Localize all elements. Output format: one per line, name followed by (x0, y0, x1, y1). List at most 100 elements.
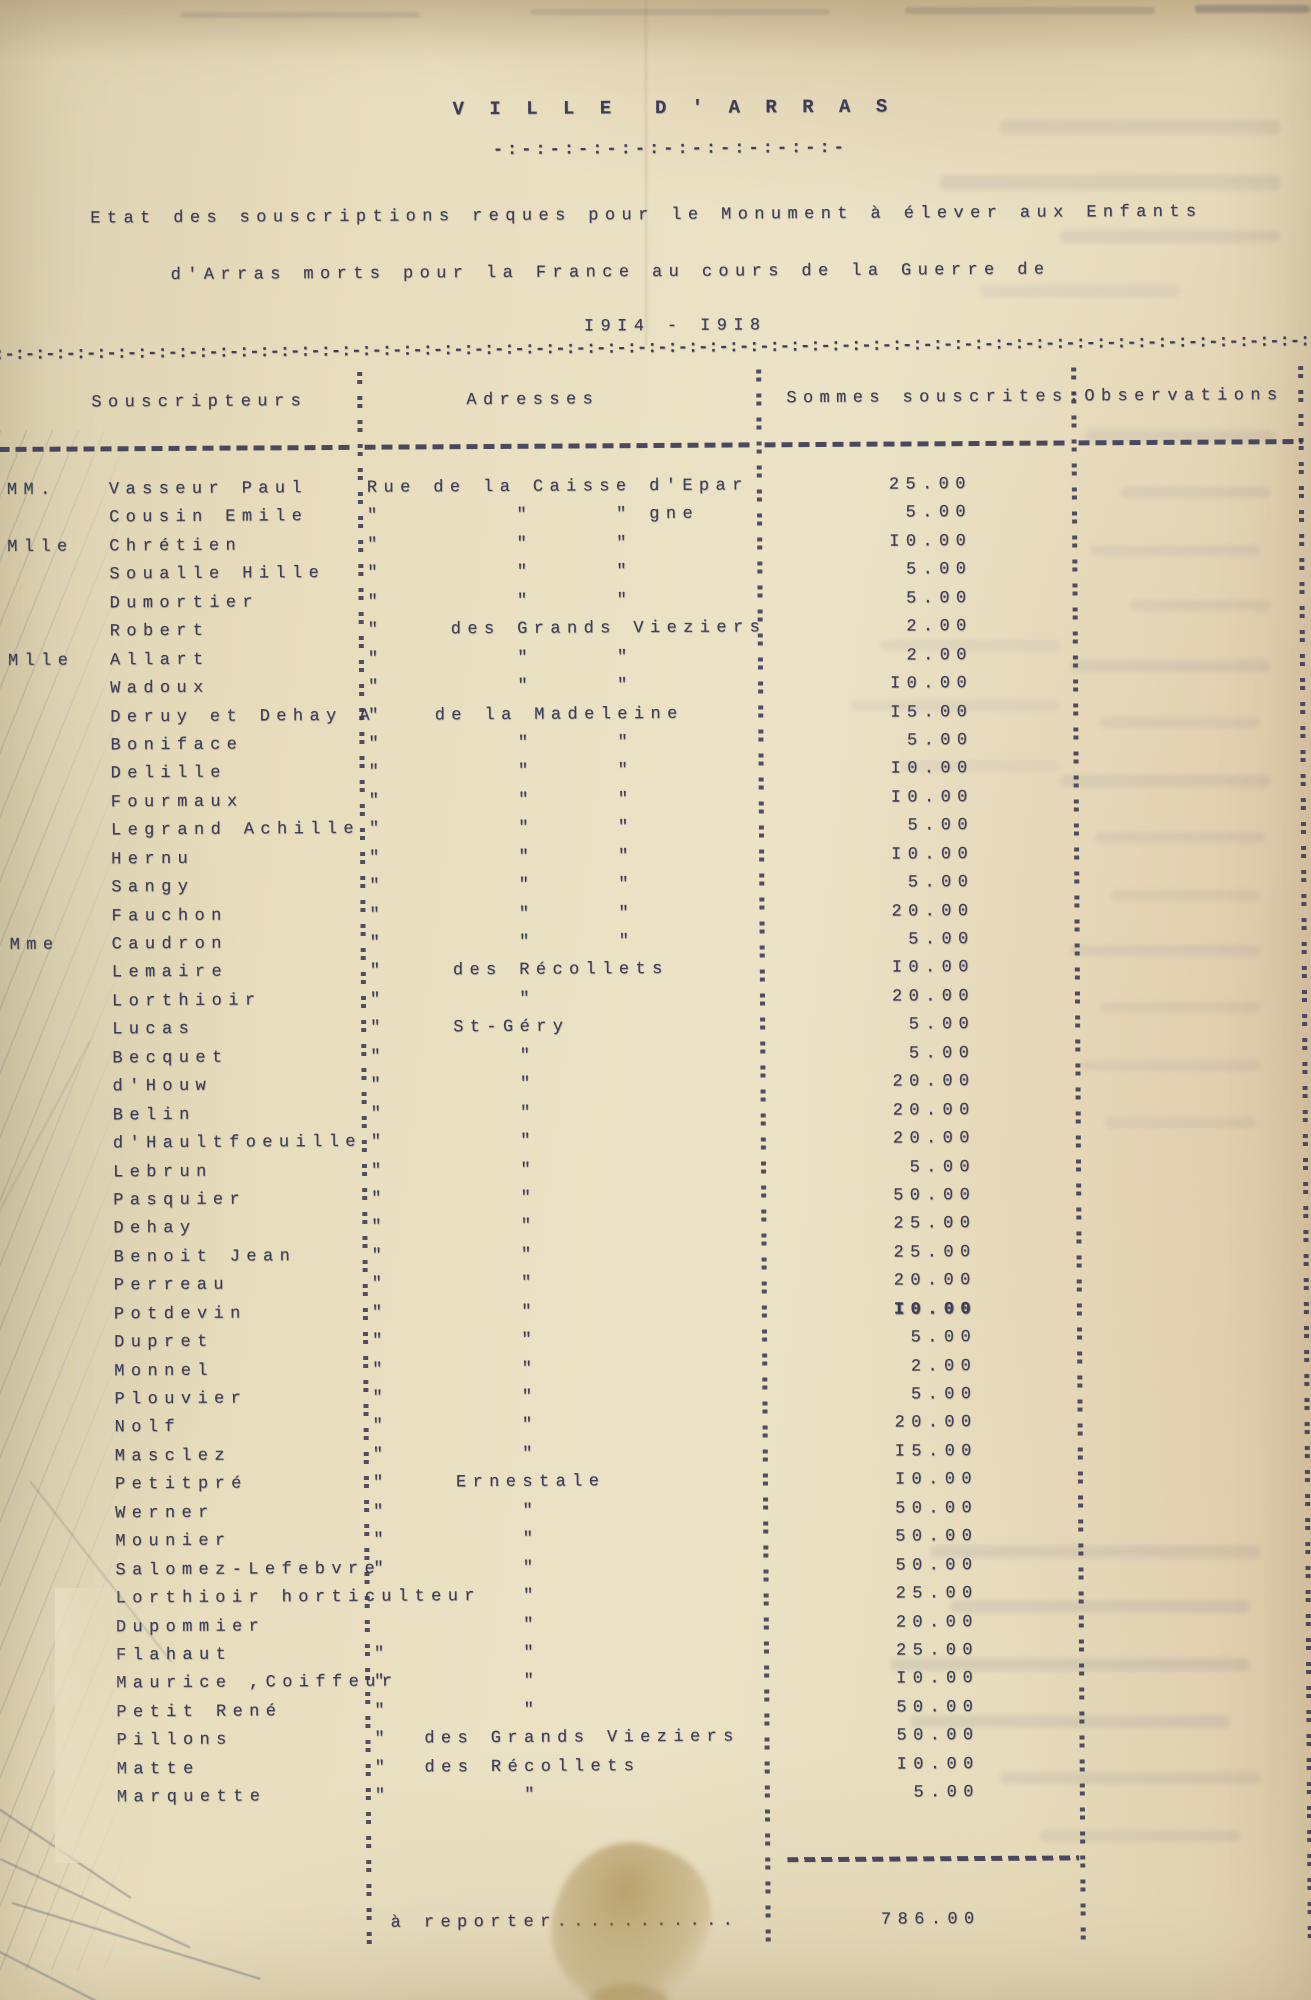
row-amount: 2.00 (906, 617, 973, 637)
row-name: Vasseur Paul (108, 479, 309, 500)
page-title: V I L L E D ' A R R A S (452, 95, 895, 121)
row-address: " " (371, 1188, 538, 1209)
row-amount: 5.00 (905, 560, 973, 580)
row-name: Marquette (116, 1787, 267, 1808)
row-name: Plouvier (114, 1389, 248, 1410)
row-amount: I0.00 (896, 1754, 980, 1775)
row-name: Petit René (116, 1702, 283, 1723)
bleedthrough-smudge (1040, 1830, 1240, 1842)
row-address: " " (372, 1444, 539, 1465)
bleedthrough-smudge (1070, 660, 1270, 672)
bleedthrough-smudge (1095, 832, 1265, 843)
row-amount: 5.00 (913, 1783, 980, 1803)
row-address: " " " (369, 875, 635, 896)
row-amount: 20.00 (893, 1271, 977, 1291)
row-amount: 5.00 (906, 588, 973, 609)
row-amount: 50.00 (896, 1726, 980, 1746)
bleedthrough-smudge (900, 760, 1060, 771)
ink-fade-area (55, 1588, 127, 1863)
row-name: Cousin Emile (108, 507, 309, 528)
row-amount: 25.00 (895, 1584, 979, 1604)
row-amount: 5.00 (907, 816, 974, 836)
paper-fold-line (645, 0, 647, 345)
row-name: Soualle Hille (109, 564, 326, 585)
row-amount: 50.00 (895, 1527, 979, 1547)
row-amount: I0.00 (890, 674, 974, 694)
bleedthrough-smudge (930, 1545, 1260, 1558)
row-address: " de la Madeleine (368, 704, 684, 726)
bleedthrough-smudge (1080, 1060, 1260, 1071)
row-amount: I0.00 (889, 531, 973, 552)
bleedthrough-smudge (1060, 775, 1270, 787)
row-name: Werner (115, 1503, 215, 1524)
row-name: Boniface (110, 735, 244, 756)
row-amount: 25.00 (893, 1242, 977, 1263)
bleedthrough-smudge (1070, 945, 1260, 956)
row-amount: 5.00 (910, 1328, 978, 1348)
row-address: " (373, 1586, 540, 1607)
row-name: Perreau (113, 1275, 231, 1296)
row-name: Masclez (114, 1446, 232, 1467)
row-address: " " (374, 1672, 541, 1693)
row-name: Potdevin (113, 1304, 247, 1325)
row-amount: 20.00 (891, 986, 976, 1007)
row-amount: 5.00 (907, 873, 975, 893)
row-amount: 25.00 (888, 475, 972, 495)
row-address: " " " (369, 846, 635, 868)
row-name: Dumortier (109, 593, 260, 614)
row-name: Deruy et Dehay A (110, 706, 376, 727)
row-amount: 2.00 (910, 1356, 978, 1377)
row-address: Rue de la Caisse d'Epar (366, 476, 749, 498)
column-header-adresses: Adresses (466, 390, 600, 411)
title-underline: -:-:-:-:-:-:-:-:-:-:-:-:- (492, 138, 848, 160)
bleedthrough-smudge (1000, 120, 1280, 134)
row-address: " " (371, 1245, 538, 1266)
row-address: " " (370, 1074, 537, 1095)
row-amount: I0.00 (893, 1299, 977, 1320)
row-amount: 50.00 (893, 1185, 977, 1206)
row-address: " St-Géry (370, 1017, 570, 1039)
bleedthrough-smudge (905, 7, 1155, 14)
bleedthrough-smudge (1085, 430, 1275, 442)
bleedthrough-smudge (180, 12, 420, 18)
row-amount: 5.00 (905, 503, 973, 523)
row-amount: I0.00 (894, 1470, 978, 1490)
row-amount: 20.00 (894, 1413, 978, 1433)
row-address: " " (371, 1302, 538, 1323)
bleedthrough-smudge (850, 700, 1060, 711)
bleedthrough-smudge (530, 9, 830, 15)
bleedthrough-smudge (1105, 1117, 1255, 1128)
row-name: Salomez-Lefebvre (115, 1559, 382, 1580)
row-amount: 5.00 (906, 730, 974, 751)
bleedthrough-smudge (1120, 487, 1270, 498)
row-address: " " " (368, 818, 635, 839)
bleedthrough-smudge (890, 1658, 1250, 1671)
row-address: " " " (368, 789, 635, 811)
row-address: " " (371, 1217, 538, 1238)
row-address: " " (369, 989, 537, 1010)
row-address: " " " (367, 562, 634, 584)
row-amount: 5.00 (908, 1043, 976, 1064)
row-address: " des Grands Vieziers (367, 618, 767, 640)
row-address: " " " (369, 903, 636, 925)
bleedthrough-smudge (1060, 230, 1280, 243)
row-name: Petitpré (114, 1474, 248, 1495)
column-header-observations: Observations (1084, 386, 1284, 407)
row-address: " " (373, 1529, 540, 1550)
row-address: " " (374, 1785, 541, 1806)
bleedthrough-smudge (1110, 890, 1260, 901)
header-rule-segment (364, 442, 751, 450)
row-amount: 5.00 (908, 1015, 976, 1035)
intro-line-3: I9I4 - I9I8 (583, 316, 767, 337)
row-address: " " (371, 1273, 538, 1294)
row-name: Flahaut (115, 1645, 233, 1666)
row-address: " " (370, 1131, 537, 1152)
row-amount: 20.00 (895, 1612, 979, 1633)
row-address: " " " (367, 534, 633, 555)
row-address: " " " (367, 647, 634, 669)
row-name: Pasquier (113, 1190, 247, 1211)
table-row: Marquette " " 5.00 (5, 1782, 1311, 1818)
row-name: d'Haultfoeuille (112, 1132, 362, 1154)
bleedthrough-smudge (1195, 5, 1310, 13)
